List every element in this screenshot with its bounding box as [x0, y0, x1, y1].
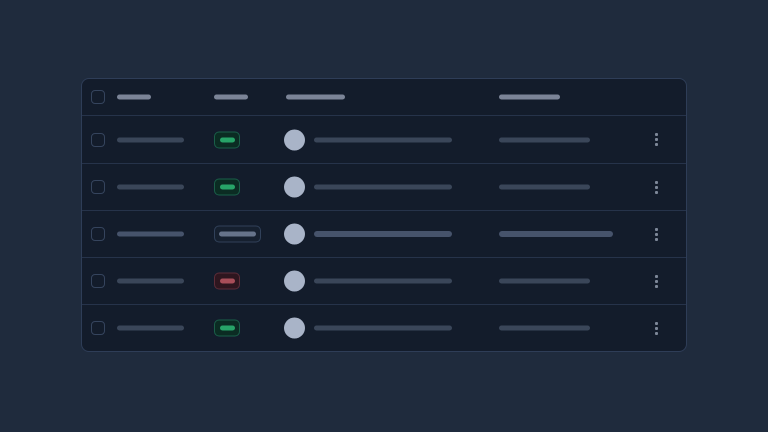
- kebab-menu-icon: [654, 274, 658, 288]
- status-badge: [214, 225, 261, 243]
- column-header-skeleton: [286, 94, 345, 100]
- kebab-menu-icon: [654, 133, 658, 146]
- row-menu-button[interactable]: [648, 271, 664, 291]
- name-skeleton-bar: [117, 325, 184, 331]
- meta-skeleton-bar: [499, 231, 613, 237]
- kebab-dot: [654, 180, 658, 184]
- table-row: [82, 304, 686, 351]
- kebab-dot: [654, 190, 658, 194]
- row-menu-button[interactable]: [648, 318, 664, 338]
- status-badge: [214, 319, 240, 337]
- kebab-dot: [654, 185, 658, 189]
- kebab-dot: [654, 133, 658, 136]
- table-row: [82, 163, 686, 210]
- detail-skeleton-bar: [314, 278, 452, 284]
- avatar: [284, 270, 305, 292]
- name-skeleton-bar: [117, 137, 184, 142]
- meta-skeleton-bar: [499, 184, 590, 190]
- name-skeleton-bar: [117, 184, 184, 190]
- kebab-menu-icon: [654, 180, 658, 194]
- table-body: [82, 116, 686, 351]
- avatar: [284, 176, 305, 198]
- meta-skeleton-bar: [499, 325, 590, 331]
- kebab-dot: [654, 227, 658, 231]
- row-checkbox[interactable]: [91, 321, 105, 335]
- row-menu-button[interactable]: [648, 177, 664, 197]
- detail-skeleton-bar: [314, 325, 452, 331]
- detail-skeleton-bar: [314, 184, 452, 190]
- select-all-checkbox[interactable]: [91, 90, 105, 104]
- table-row: [82, 210, 686, 257]
- table-row: [82, 116, 686, 163]
- status-badge: [214, 272, 240, 290]
- kebab-dot: [654, 274, 658, 278]
- kebab-dot: [654, 331, 658, 335]
- status-badge: [214, 131, 240, 148]
- status-badge-bar: [219, 325, 235, 331]
- meta-skeleton-bar: [499, 137, 590, 142]
- kebab-dot: [654, 279, 658, 283]
- status-badge-bar: [219, 137, 235, 142]
- status-badge-bar: [219, 278, 235, 284]
- kebab-dot: [654, 284, 658, 288]
- row-checkbox[interactable]: [91, 132, 105, 147]
- detail-skeleton-bar: [314, 231, 452, 237]
- kebab-menu-icon: [654, 227, 658, 241]
- detail-skeleton-bar: [314, 137, 452, 142]
- kebab-dot: [654, 138, 658, 141]
- row-checkbox[interactable]: [91, 180, 105, 194]
- kebab-dot: [654, 143, 658, 146]
- avatar: [284, 223, 305, 245]
- column-header-skeleton: [214, 94, 248, 100]
- avatar: [284, 317, 305, 339]
- row-checkbox[interactable]: [91, 227, 105, 241]
- kebab-menu-icon: [654, 321, 658, 335]
- column-header-skeleton: [499, 94, 560, 100]
- name-skeleton-bar: [117, 278, 184, 284]
- meta-skeleton-bar: [499, 278, 590, 284]
- status-badge-bar: [219, 184, 235, 190]
- kebab-dot: [654, 237, 658, 241]
- row-menu-button[interactable]: [648, 130, 664, 150]
- avatar: [284, 129, 305, 150]
- column-header-skeleton: [117, 94, 151, 100]
- row-checkbox[interactable]: [91, 274, 105, 288]
- table-header-row: [82, 79, 686, 116]
- row-menu-button[interactable]: [648, 224, 664, 244]
- status-badge-bar: [219, 231, 256, 237]
- table-row: [82, 257, 686, 304]
- status-badge: [214, 178, 240, 196]
- name-skeleton-bar: [117, 231, 184, 237]
- kebab-dot: [654, 321, 658, 325]
- skeleton-table: [81, 78, 687, 352]
- kebab-dot: [654, 326, 658, 330]
- kebab-dot: [654, 232, 658, 236]
